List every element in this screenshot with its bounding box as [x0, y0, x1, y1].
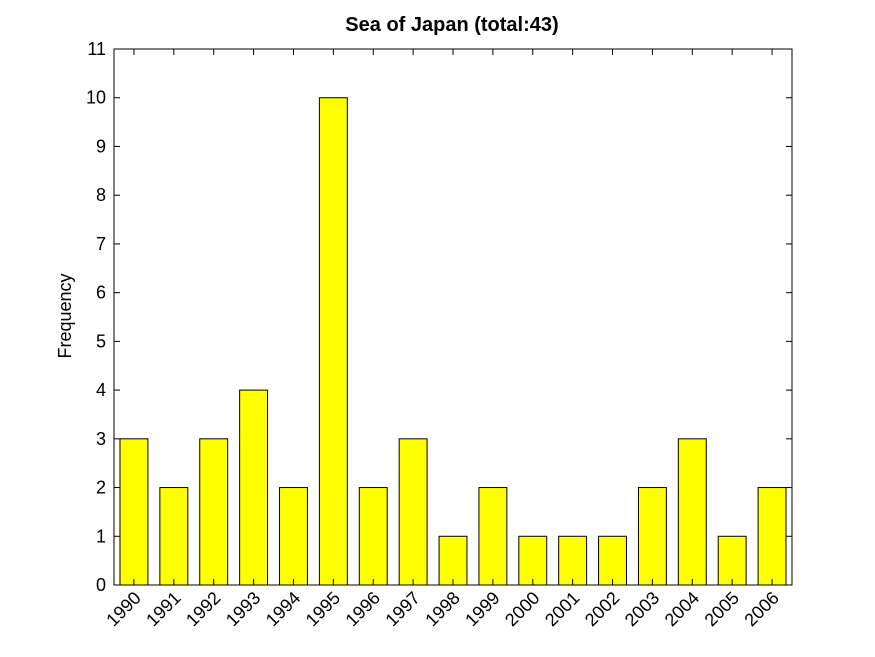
x-tick-label: 1992: [182, 588, 224, 630]
bars-layer: [119, 97, 787, 586]
chart-title: Sea of Japan (total:43): [345, 14, 558, 36]
bar-2003: [637, 487, 667, 586]
y-tick-label: 8: [96, 185, 106, 205]
x-tick-label: 2001: [541, 588, 583, 630]
bar-2001: [558, 535, 588, 586]
bar-2006: [757, 487, 787, 586]
bar-1995: [318, 97, 348, 586]
x-tick-label: 2006: [740, 588, 782, 630]
bar-2004: [677, 438, 707, 586]
bar-2005: [717, 535, 747, 586]
x-tick-label: 1991: [142, 588, 184, 630]
bar-1994: [279, 487, 308, 586]
x-tick-label: 2004: [661, 588, 703, 630]
y-axis-label: Frequency: [55, 273, 75, 358]
plot-frame: [113, 48, 793, 586]
y-tick-label: 2: [96, 478, 106, 498]
bar-1991: [159, 487, 189, 586]
bar-2002: [598, 535, 627, 586]
y-tick-label: 5: [96, 331, 106, 351]
x-tick-label: 1995: [302, 588, 344, 630]
x-tick-label: 1993: [222, 588, 264, 630]
y-tick-label: 9: [96, 136, 106, 156]
bar-1998: [438, 535, 468, 586]
x-tick-label: 1994: [262, 588, 304, 630]
y-tick-label: 6: [96, 283, 106, 303]
y-tick-label: 1: [96, 526, 106, 546]
x-tick-label: 2005: [701, 588, 743, 630]
x-tick-label: 1998: [421, 588, 463, 630]
x-tick-label: 1997: [381, 588, 423, 630]
x-tick-label: 2002: [581, 588, 623, 630]
y-tick-label: 7: [96, 234, 106, 254]
x-tick-label: 2000: [501, 588, 543, 630]
y-tick-label: 3: [96, 429, 106, 449]
bar-1992: [199, 438, 229, 586]
bar-1993: [239, 389, 269, 586]
x-tick-label: 1999: [461, 588, 503, 630]
bar-1996: [358, 487, 388, 586]
y-tick-label: 4: [96, 380, 106, 400]
x-tick-label: 1990: [102, 588, 144, 630]
bar-1990: [119, 438, 149, 586]
bar-1997: [398, 438, 428, 586]
x-tick-label: 2003: [621, 588, 663, 630]
x-tick-label: 1996: [342, 588, 384, 630]
y-tick-label: 10: [86, 88, 106, 108]
bar-1999: [478, 487, 508, 586]
y-tick-label: 11: [87, 39, 106, 59]
bar-2000: [518, 535, 548, 586]
y-tick-label: 0: [96, 575, 106, 595]
